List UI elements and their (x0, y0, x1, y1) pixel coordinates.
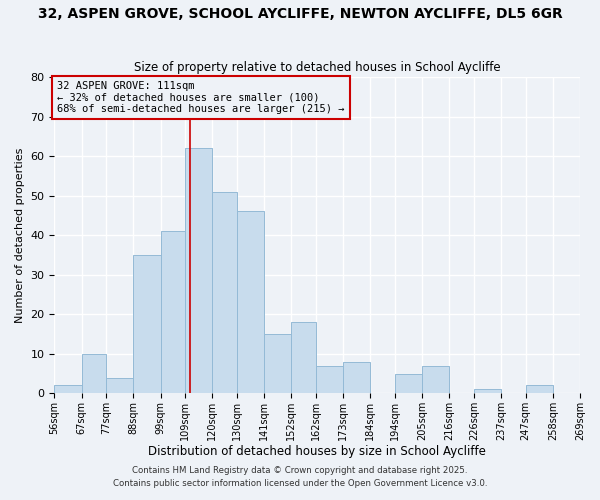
Bar (395, 374, 422, 394)
Bar (237, 212, 264, 394)
Bar (106, 378, 133, 394)
Y-axis label: Number of detached properties: Number of detached properties (15, 148, 25, 323)
Bar (526, 386, 553, 394)
Text: Contains HM Land Registry data © Crown copyright and database right 2025.
Contai: Contains HM Land Registry data © Crown c… (113, 466, 487, 487)
Bar (264, 334, 291, 394)
Bar (291, 322, 316, 394)
Bar (55, 386, 82, 394)
Text: 32 ASPEN GROVE: 111sqm
← 32% of detached houses are smaller (100)
68% of semi-de: 32 ASPEN GROVE: 111sqm ← 32% of detached… (57, 81, 344, 114)
Title: Size of property relative to detached houses in School Aycliffe: Size of property relative to detached ho… (134, 62, 500, 74)
Bar (422, 366, 449, 394)
Bar (185, 148, 212, 394)
Bar (474, 390, 501, 394)
Bar (343, 362, 370, 394)
Bar (133, 255, 161, 394)
Bar (82, 354, 106, 394)
Bar (316, 366, 343, 394)
X-axis label: Distribution of detached houses by size in School Aycliffe: Distribution of detached houses by size … (148, 444, 486, 458)
Text: 32, ASPEN GROVE, SCHOOL AYCLIFFE, NEWTON AYCLIFFE, DL5 6GR: 32, ASPEN GROVE, SCHOOL AYCLIFFE, NEWTON… (38, 8, 562, 22)
Bar (212, 192, 237, 394)
Bar (161, 231, 185, 394)
